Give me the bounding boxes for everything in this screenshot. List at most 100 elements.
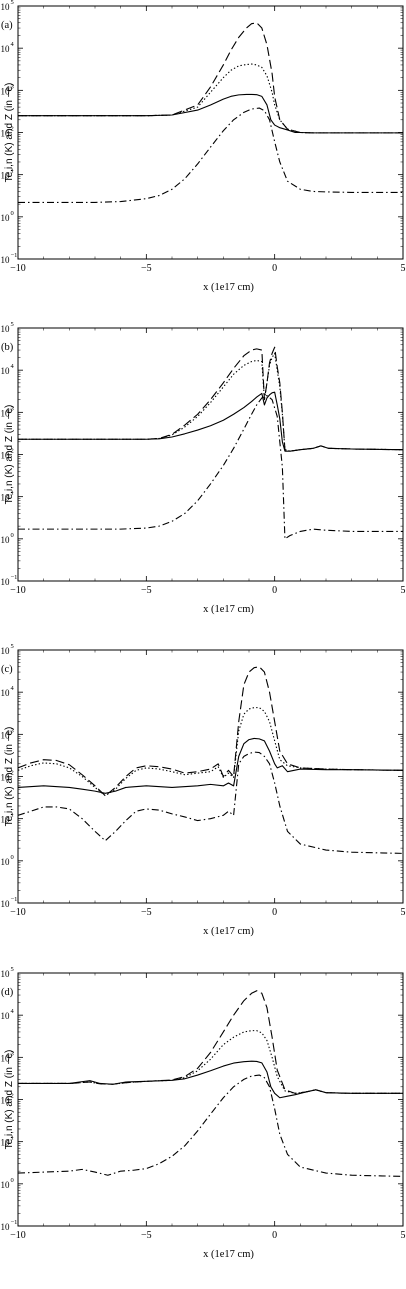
svg-text:−1: −1	[11, 252, 18, 259]
svg-text:10: 10	[1, 646, 11, 656]
series-line-dotted	[18, 63, 403, 134]
x-tick-label: 5	[401, 1230, 406, 1241]
y-axis-label: Te,i,n (K) and Z (in −e)	[4, 405, 15, 505]
series-line-solid	[18, 737, 403, 794]
x-tick-label: 0	[272, 263, 277, 274]
x-tick-label: −10	[10, 263, 26, 274]
y-axis-label: Te,i,n (K) and Z (in −e)	[4, 83, 15, 183]
y-tick-label: 10 4	[1, 1008, 15, 1021]
svg-text:3: 3	[11, 1050, 14, 1057]
x-axis-label: x (1e17 cm)	[203, 926, 254, 937]
svg-text:4: 4	[11, 41, 15, 48]
svg-text:10: 10	[1, 1138, 11, 1148]
svg-text:10: 10	[1, 2, 11, 12]
svg-text:10: 10	[1, 1096, 11, 1106]
svg-text:2: 2	[11, 448, 14, 455]
svg-text:10: 10	[1, 773, 11, 783]
svg-text:10: 10	[1, 86, 11, 96]
y-tick-label: 10 −1	[1, 896, 18, 909]
y-tick-label: 10 2	[1, 448, 14, 461]
series-line-dash-dot	[18, 1074, 403, 1177]
x-tick-label: −10	[10, 585, 26, 596]
y-tick-label: 10 4	[1, 685, 15, 698]
plot-frame	[17, 972, 404, 1227]
y-tick-label: 10 1	[1, 1135, 14, 1148]
y-tick-label: 10 4	[1, 363, 15, 376]
svg-text:10: 10	[1, 324, 11, 334]
svg-text:3: 3	[11, 405, 14, 412]
y-axis-label: Te,i,n (K) and Z (in −e)	[4, 727, 15, 827]
svg-text:1: 1	[11, 490, 14, 497]
svg-text:10: 10	[1, 213, 11, 223]
x-tick-label: −5	[141, 1230, 152, 1241]
x-tick-label: 0	[272, 585, 277, 596]
svg-text:10: 10	[1, 969, 11, 979]
svg-text:10: 10	[1, 1222, 11, 1232]
y-tick-label: 10 0	[1, 854, 14, 867]
svg-text:10: 10	[1, 493, 11, 503]
svg-text:0: 0	[11, 854, 14, 861]
svg-text:10: 10	[1, 1053, 11, 1063]
x-tick-label: 0	[272, 907, 277, 918]
panel-label: (b)	[1, 342, 14, 353]
y-tick-label: 10 0	[1, 1177, 14, 1190]
svg-text:0: 0	[11, 532, 14, 539]
y-axis-label: Te,i,n (K) and Z (in −e)	[4, 1050, 15, 1150]
y-tick-label: 10 5	[1, 321, 14, 334]
series-line-dashed	[18, 22, 403, 134]
x-tick-label: −10	[10, 907, 26, 918]
svg-text:10: 10	[1, 535, 11, 545]
x-tick-label: −5	[141, 907, 152, 918]
series-line-solid	[18, 1060, 403, 1099]
svg-text:1: 1	[11, 168, 14, 175]
x-tick-label: −10	[10, 1230, 26, 1241]
svg-text:0: 0	[11, 1177, 14, 1184]
svg-text:0: 0	[11, 210, 14, 217]
svg-text:10: 10	[1, 1180, 11, 1190]
svg-text:−1: −1	[11, 1219, 18, 1226]
series-line-dotted	[18, 352, 403, 452]
y-tick-label: 10 4	[1, 41, 15, 54]
y-tick-label: 10 3	[1, 83, 14, 96]
svg-text:10: 10	[1, 815, 11, 825]
y-tick-label: 10 2	[1, 770, 14, 783]
svg-text:10: 10	[1, 366, 11, 376]
plot-frame	[17, 649, 404, 904]
panel-label: (a)	[1, 20, 13, 31]
y-tick-label: 10 5	[1, 0, 14, 12]
panel-label: (c)	[1, 664, 13, 675]
x-tick-label: 0	[272, 1230, 277, 1241]
svg-text:−1: −1	[11, 896, 18, 903]
svg-text:10: 10	[1, 171, 11, 181]
svg-text:5: 5	[11, 321, 14, 328]
svg-text:2: 2	[11, 1093, 14, 1100]
x-tick-label: −5	[141, 585, 152, 596]
series-line-solid	[18, 93, 403, 134]
y-tick-label: 10 3	[1, 405, 14, 418]
svg-text:2: 2	[11, 770, 14, 777]
svg-text:10: 10	[1, 44, 11, 54]
y-tick-label: 10 5	[1, 643, 14, 656]
svg-text:5: 5	[11, 966, 14, 973]
y-tick-label: 10 1	[1, 490, 14, 503]
series-line-dotted	[18, 1030, 403, 1094]
series-line-solid	[18, 391, 403, 452]
svg-text:10: 10	[1, 899, 11, 909]
series-line-dashed	[18, 990, 403, 1094]
svg-text:10: 10	[1, 129, 11, 139]
svg-text:4: 4	[11, 685, 15, 692]
y-tick-label: 10 3	[1, 727, 14, 740]
x-tick-label: 5	[401, 263, 406, 274]
svg-text:5: 5	[11, 643, 14, 650]
svg-text:10: 10	[1, 730, 11, 740]
plot-frame	[17, 327, 404, 582]
y-tick-label: 10 5	[1, 966, 14, 979]
panel-label: (d)	[1, 987, 14, 998]
series-line-dashed	[18, 666, 403, 797]
series-line-dash-dot	[18, 751, 403, 854]
y-tick-label: 10 −1	[1, 252, 18, 265]
